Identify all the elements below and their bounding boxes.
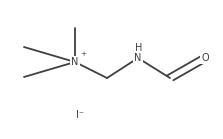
Text: N: N <box>71 57 79 67</box>
Text: I⁻: I⁻ <box>76 110 84 120</box>
Text: +: + <box>81 51 87 57</box>
Text: O: O <box>201 53 209 63</box>
Text: H: H <box>135 43 142 53</box>
Text: N: N <box>134 53 142 63</box>
